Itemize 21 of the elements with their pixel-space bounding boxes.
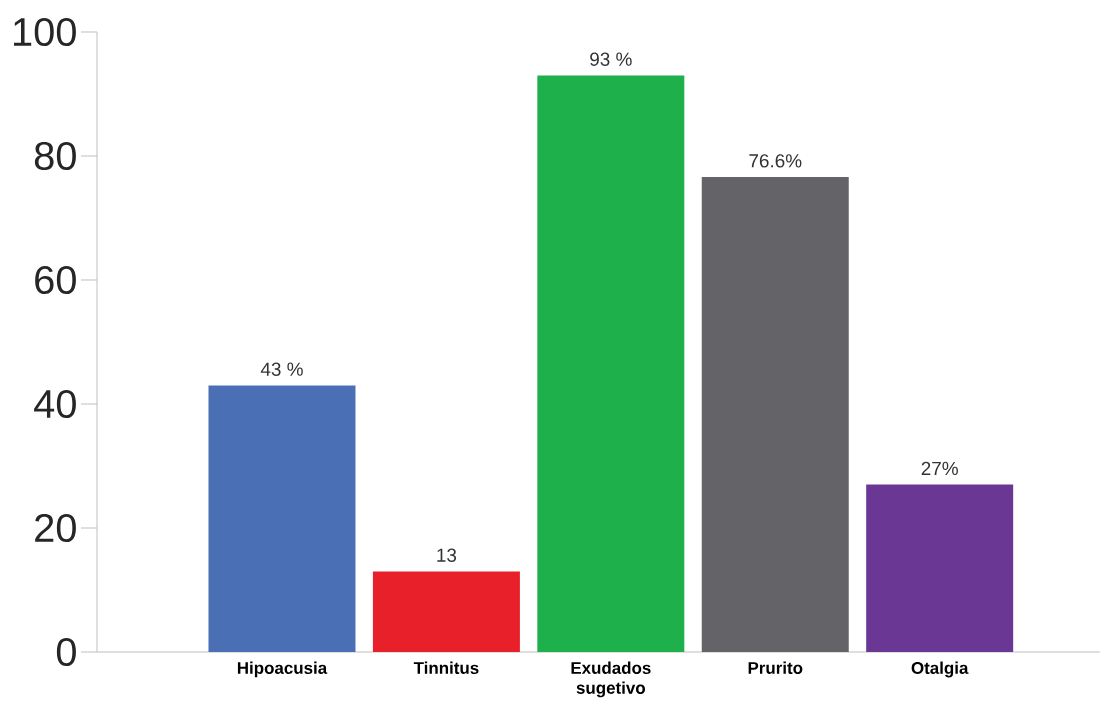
- x-tick-label: Tinnitus: [413, 661, 479, 674]
- data-label: 93 %: [590, 52, 632, 66]
- y-tick-label: 20: [35, 513, 76, 543]
- x-tick-label: Exudados sugetivo: [571, 661, 651, 698]
- bar: [866, 484, 1014, 652]
- bar: [537, 75, 685, 652]
- data-label: 43 %: [260, 362, 303, 376]
- x-tick-label: Prurito: [748, 661, 803, 674]
- y-tick-label: 100: [14, 17, 76, 47]
- bar: [208, 385, 356, 652]
- bar: [372, 571, 520, 652]
- data-label: 13: [437, 548, 457, 562]
- y-tick-label: 40: [34, 389, 76, 419]
- y-tick-label: 0: [56, 637, 76, 667]
- y-tick-label: 60: [35, 265, 76, 295]
- bar: [701, 177, 849, 652]
- x-tick-label: Hipoacusia: [237, 661, 328, 678]
- x-tick-label: Otalgia: [911, 661, 969, 678]
- data-label: 27%: [921, 461, 958, 476]
- y-tick-label: 80: [34, 141, 76, 171]
- data-label: 76.6%: [749, 154, 802, 168]
